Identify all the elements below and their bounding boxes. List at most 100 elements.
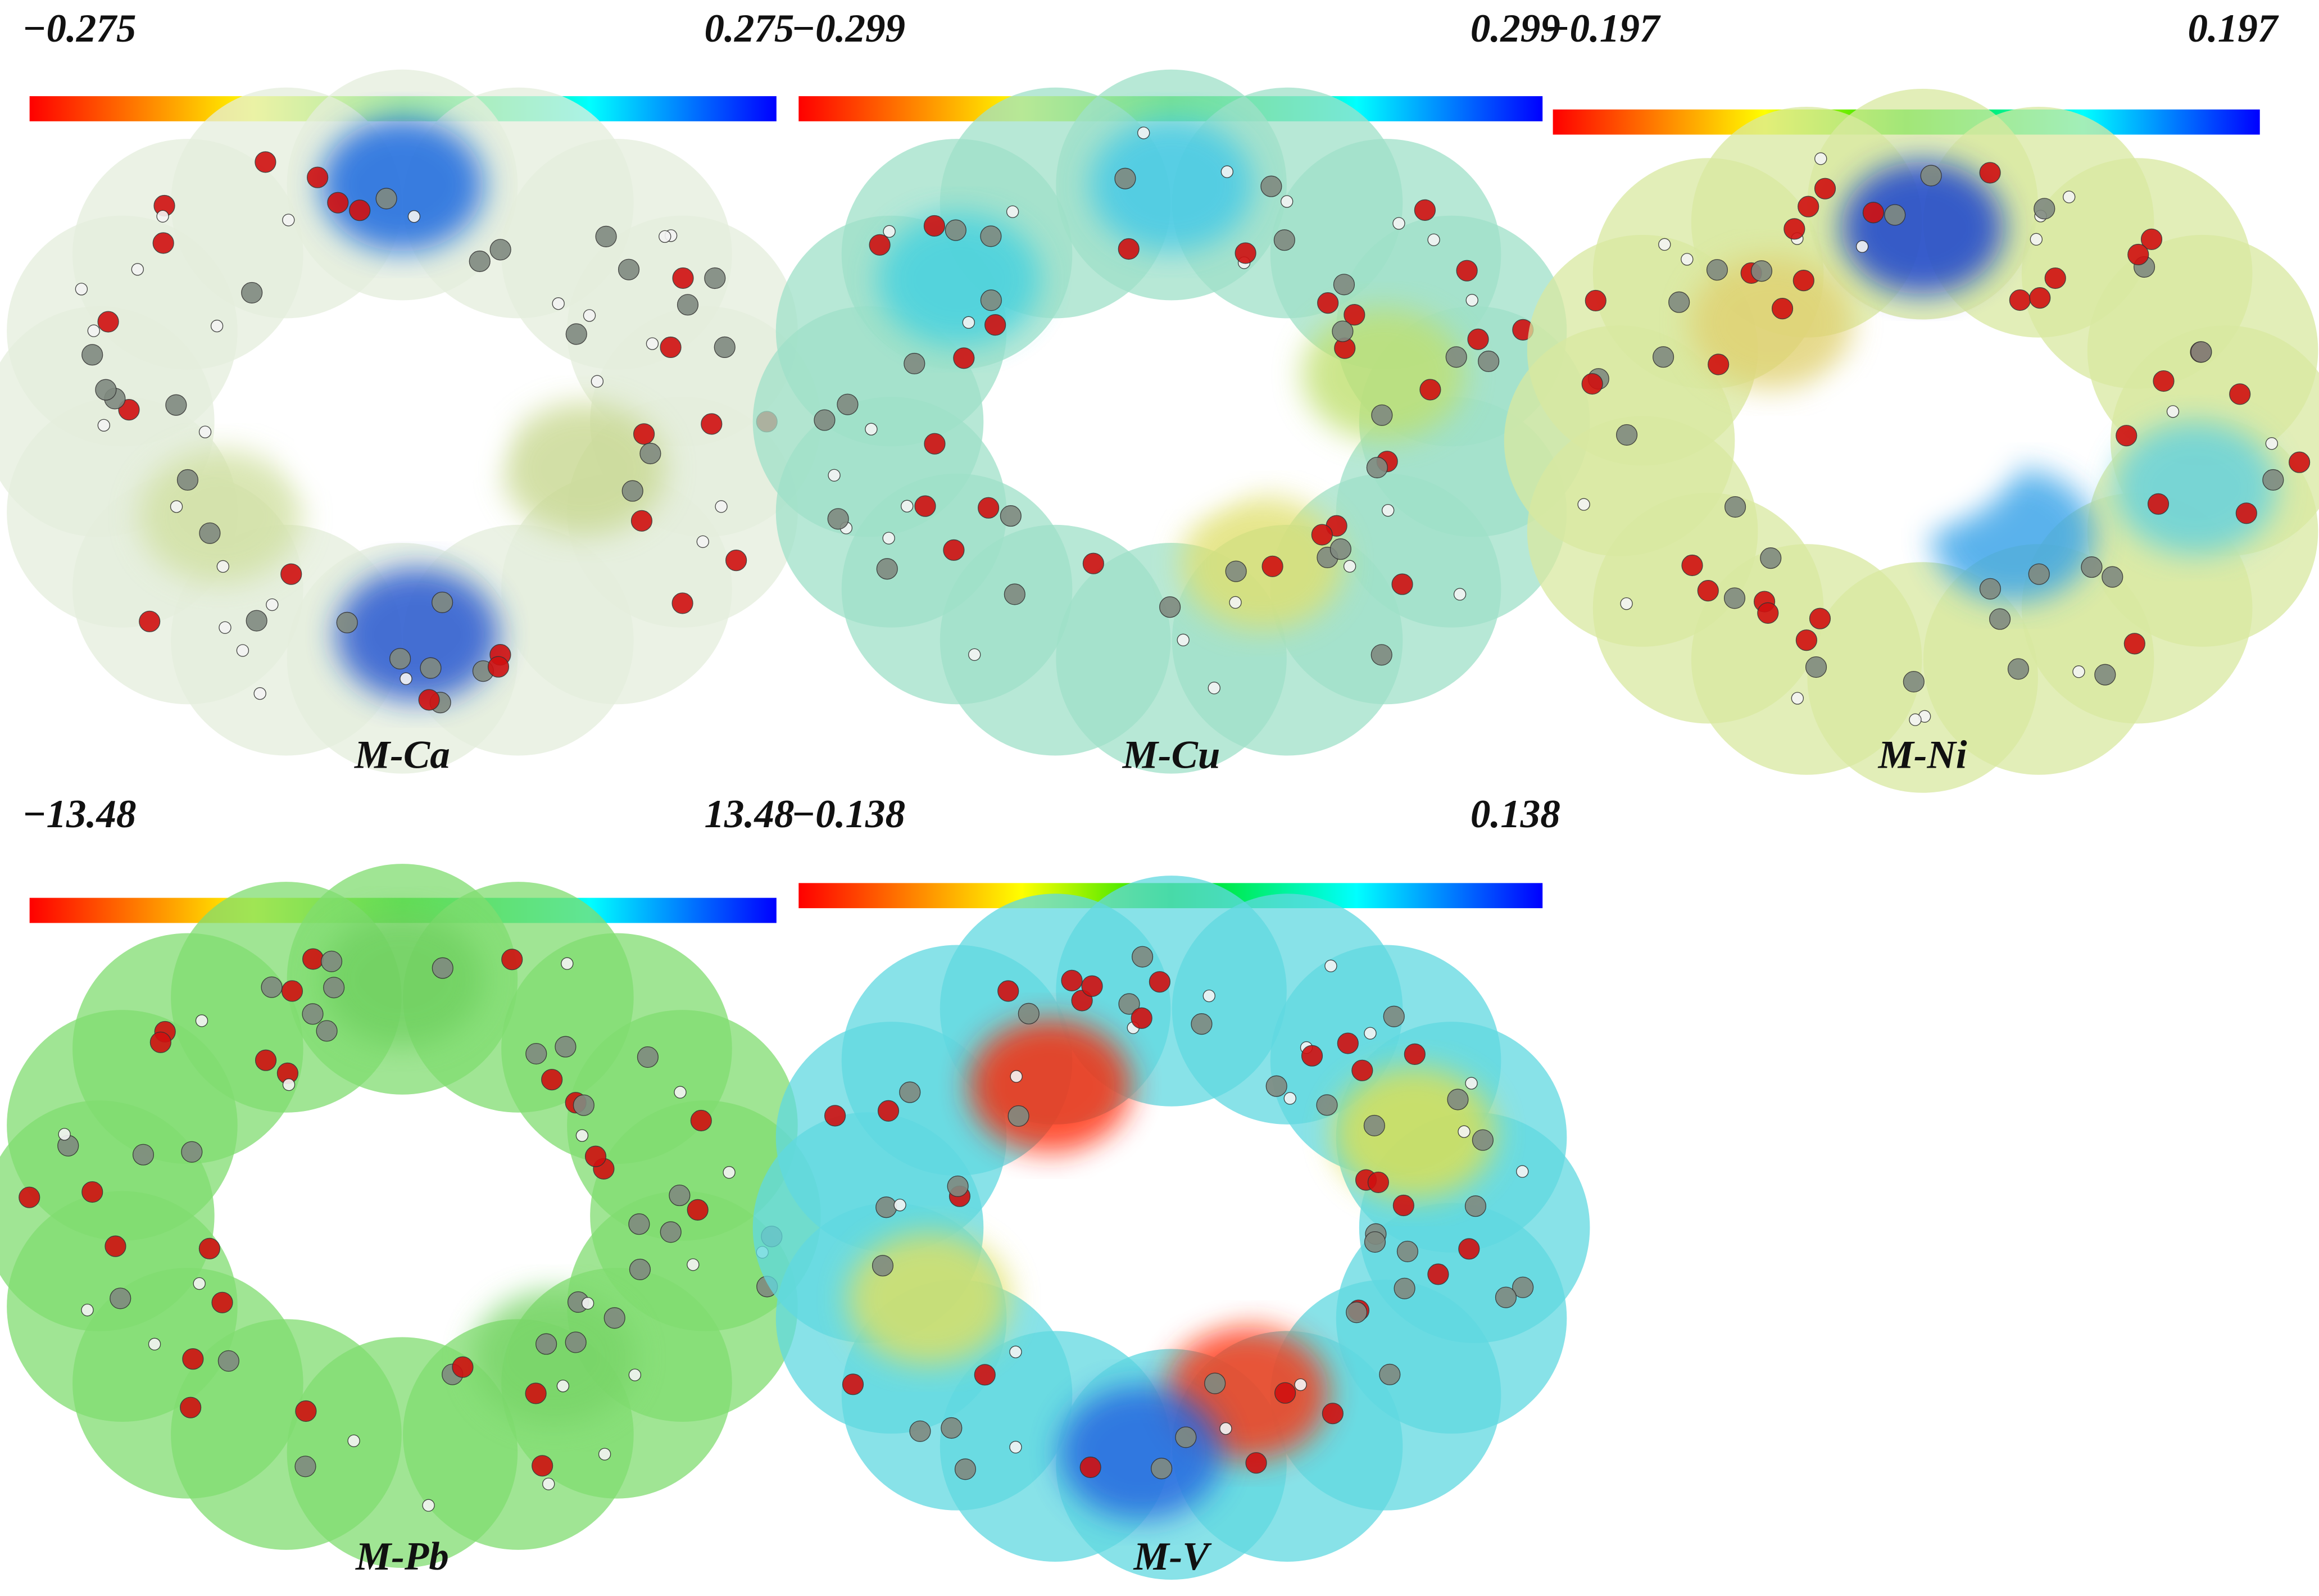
atom	[501, 949, 523, 971]
scale-min-label: −0.275	[22, 7, 136, 51]
atom	[1317, 292, 1339, 314]
atom	[1337, 1032, 1359, 1054]
atom	[95, 379, 117, 401]
atom	[573, 1094, 595, 1116]
atom	[422, 1499, 435, 1512]
atom	[923, 215, 945, 237]
scale-min-label: −0.299	[791, 7, 905, 51]
cavity	[291, 1141, 498, 1305]
atom	[195, 1014, 208, 1027]
atom	[552, 297, 565, 310]
atom	[2063, 191, 2076, 203]
atom	[1009, 1440, 1022, 1454]
atom	[327, 192, 349, 214]
atom	[1681, 554, 1703, 577]
panel-name: M-Ni	[1878, 733, 1967, 777]
atom	[1979, 578, 2001, 600]
atom	[899, 1081, 921, 1103]
atom	[1392, 217, 1405, 230]
atom	[307, 166, 329, 188]
atom	[1208, 682, 1220, 695]
atom	[347, 1434, 360, 1448]
atom	[2262, 469, 2284, 491]
atom	[266, 598, 279, 611]
atom	[217, 1350, 239, 1372]
atom	[2147, 493, 2170, 515]
atom	[875, 1196, 897, 1218]
atom	[210, 319, 224, 333]
atom	[110, 1287, 131, 1309]
atom	[541, 1069, 563, 1091]
atom	[1383, 1005, 1405, 1027]
atom	[1118, 238, 1140, 260]
atom	[1391, 573, 1413, 595]
atom	[1814, 152, 1827, 165]
atom	[199, 522, 221, 544]
atom	[19, 1186, 40, 1208]
atom	[118, 399, 140, 421]
atom	[1771, 298, 1794, 320]
atom	[1177, 633, 1190, 647]
atom	[555, 1036, 577, 1058]
atom	[1235, 242, 1256, 264]
atom	[1465, 294, 1478, 307]
atom	[198, 425, 212, 438]
atom	[1757, 602, 1779, 624]
atom	[1394, 1277, 1415, 1299]
atom	[660, 336, 682, 359]
atom	[842, 1373, 864, 1395]
atom	[1414, 199, 1436, 221]
atom	[81, 344, 103, 366]
atom	[1453, 588, 1467, 601]
atom	[1616, 424, 1638, 446]
atom	[1363, 1114, 1385, 1137]
atom	[628, 1213, 650, 1235]
atom	[1396, 1240, 1418, 1263]
atom	[1009, 1345, 1022, 1358]
atom	[280, 563, 302, 585]
atom	[1681, 253, 1694, 266]
atom	[1465, 1077, 1478, 1090]
atom	[629, 1258, 651, 1281]
atom	[2235, 502, 2257, 524]
atom	[1114, 167, 1136, 189]
atom	[1081, 975, 1103, 997]
surface-patch	[1090, 118, 1253, 252]
atom	[1404, 1043, 1426, 1065]
atom	[1456, 260, 1478, 282]
atom	[452, 1356, 474, 1378]
atom	[980, 289, 1002, 311]
atom	[1364, 1231, 1386, 1253]
atom	[1245, 1452, 1267, 1474]
atom	[180, 1396, 202, 1418]
atom	[1920, 165, 1942, 187]
atom	[1137, 126, 1150, 139]
atom	[1577, 498, 1590, 511]
atom	[2028, 563, 2050, 585]
surface-lobe	[567, 1010, 798, 1241]
atom	[561, 957, 574, 970]
scale-max-label: 0.275	[705, 7, 795, 51]
atom	[1447, 1089, 1469, 1110]
atom	[469, 250, 491, 273]
atom	[320, 950, 343, 972]
atom	[618, 259, 640, 280]
esp-panel: −0.138 0.138 M-V	[752, 792, 1590, 1580]
atom	[1620, 597, 1633, 610]
atom	[872, 1255, 894, 1277]
atom	[487, 656, 510, 678]
atom	[1018, 1003, 1040, 1024]
atom	[525, 1382, 547, 1404]
atom	[1274, 1382, 1296, 1404]
scale-min-label: −0.138	[791, 792, 905, 836]
atom	[1989, 608, 2011, 630]
atom	[1079, 1456, 1101, 1479]
atom	[978, 497, 1000, 519]
atom	[193, 1277, 206, 1290]
atom	[914, 495, 936, 517]
atom	[176, 469, 198, 491]
atom	[97, 311, 119, 333]
atom	[432, 591, 453, 613]
atom	[893, 1199, 906, 1212]
atom	[58, 1128, 71, 1141]
